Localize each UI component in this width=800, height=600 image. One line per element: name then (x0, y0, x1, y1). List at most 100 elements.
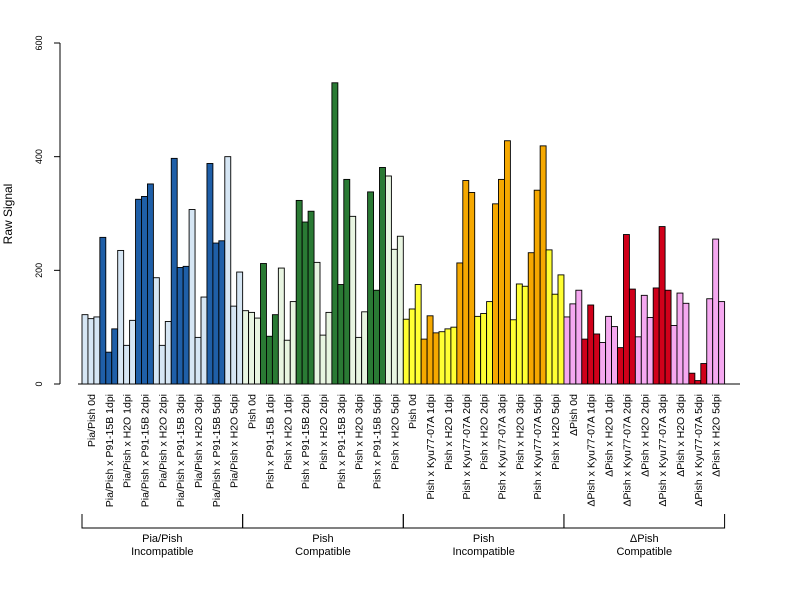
bar (623, 234, 630, 385)
bar (200, 296, 208, 385)
x-tick-label: Pish 0d (247, 394, 259, 429)
x-tick-label: Pish x H2O 1dpi (443, 394, 455, 470)
bar (468, 192, 476, 385)
group-bracket (242, 514, 404, 529)
bar (480, 313, 488, 385)
bar (640, 294, 648, 385)
bar (158, 344, 166, 385)
bar (581, 338, 589, 385)
bar (670, 325, 678, 385)
x-tick-label: ΔPish x Kyu77-07A 2dpi (621, 394, 633, 507)
x-tick-label: Pish x H2O 3dpi (514, 394, 526, 470)
bar (194, 336, 202, 385)
bar (367, 191, 375, 385)
bar (700, 363, 708, 385)
y-tick-label: 0 (34, 381, 44, 386)
x-tick-label: Pish x P91-15B 3dpi (336, 394, 348, 489)
x-tick-label: ΔPish 0d (568, 394, 580, 436)
bar (432, 332, 440, 385)
x-tick-label: Pia/Pish x P91-15B 1dpi (104, 394, 116, 507)
x-tick-label: Pia/Pish x P91-15B 3dpi (175, 394, 187, 507)
bar (390, 248, 398, 385)
bar (319, 334, 327, 385)
bar (509, 319, 517, 385)
bar (266, 335, 273, 385)
bar (617, 347, 624, 385)
bar (289, 301, 297, 385)
bar (557, 274, 565, 385)
bar (628, 288, 636, 385)
bar (396, 235, 404, 385)
bar (706, 298, 714, 385)
bar (331, 82, 339, 385)
x-tick-label: Pia/Pish x P91-15B 5dpi (211, 394, 223, 507)
bar (93, 316, 101, 385)
bar (444, 328, 452, 385)
bar (248, 311, 256, 385)
x-tick-label: Pia/Pish x H2O 5dpi (229, 394, 241, 488)
x-tick-label: ΔPish x Kyu77-07A 1dpi (586, 394, 598, 507)
group-sublabel: Incompatible (452, 546, 514, 558)
bar (474, 315, 482, 385)
bar (117, 249, 125, 385)
bar (652, 287, 660, 385)
x-tick-label: Pia/Pish x P91-15B 2dpi (139, 394, 151, 507)
x-tick-labels: Pia/Pish 0d Pia/Pish x P91-15B 1dpi Pia/Pi… (86, 394, 723, 507)
bar (218, 240, 226, 385)
bar (277, 267, 285, 385)
bar (521, 285, 529, 385)
bar (105, 351, 113, 385)
x-tick-label: Pia/Pish x H2O 2dpi (157, 394, 169, 488)
bar (718, 301, 726, 385)
x-tick-label: Pish x H2O 2dpi (318, 394, 330, 470)
bar (563, 316, 571, 385)
y-tick-label: 200 (34, 263, 44, 278)
bar (313, 261, 321, 385)
x-tick-label: Pish x H2O 5dpi (550, 394, 562, 470)
x-tick-label: Pish x P91-15B 5dpi (372, 394, 384, 489)
x-tick-label: Pish 0d (407, 394, 419, 429)
x-tick-label: Pish x P91-15B 2dpi (300, 394, 312, 489)
group-sublabel: Compatible (295, 546, 351, 558)
bar (450, 326, 458, 385)
y-tick-label: 400 (34, 149, 44, 164)
group-label: Pish (312, 533, 333, 545)
group-bracket (402, 514, 565, 529)
bar (99, 236, 107, 385)
bar (176, 267, 184, 385)
bar (361, 311, 369, 385)
x-tick-label: Pish x H2O 2dpi (479, 394, 491, 470)
bar (254, 317, 261, 385)
bar (123, 344, 131, 385)
bar (170, 157, 178, 385)
bar (141, 195, 148, 385)
x-tick-label: ΔPish x Kyu77-07A 5dpi (693, 394, 705, 507)
bar (224, 156, 232, 385)
x-tick-label: ΔPish x H2O 1dpi (604, 394, 616, 477)
bar (575, 289, 583, 385)
bar (504, 140, 511, 385)
x-tick-label: ΔPish x H2O 3dpi (675, 394, 687, 477)
bar (438, 331, 446, 385)
group-label: ΔPish (630, 533, 659, 545)
bar (236, 271, 244, 385)
bar (527, 252, 535, 385)
y-axis-label: Raw Signal (1, 184, 15, 245)
bar (182, 265, 190, 385)
group-sublabel: Incompatible (131, 546, 193, 558)
bar (152, 277, 160, 385)
bar (146, 183, 154, 385)
y-tick-label: 600 (34, 35, 44, 50)
bar (533, 189, 541, 385)
bar (373, 289, 380, 385)
bar (634, 336, 642, 385)
bar (402, 318, 410, 385)
x-tick-label: ΔPish x H2O 2dpi (639, 394, 651, 477)
bar (694, 380, 702, 385)
bar (129, 319, 137, 385)
bar (212, 242, 220, 385)
bar (206, 163, 214, 385)
bar (545, 249, 553, 385)
bar (492, 203, 499, 385)
x-tick-label: Pia/Pish x H2O 3dpi (193, 394, 205, 488)
